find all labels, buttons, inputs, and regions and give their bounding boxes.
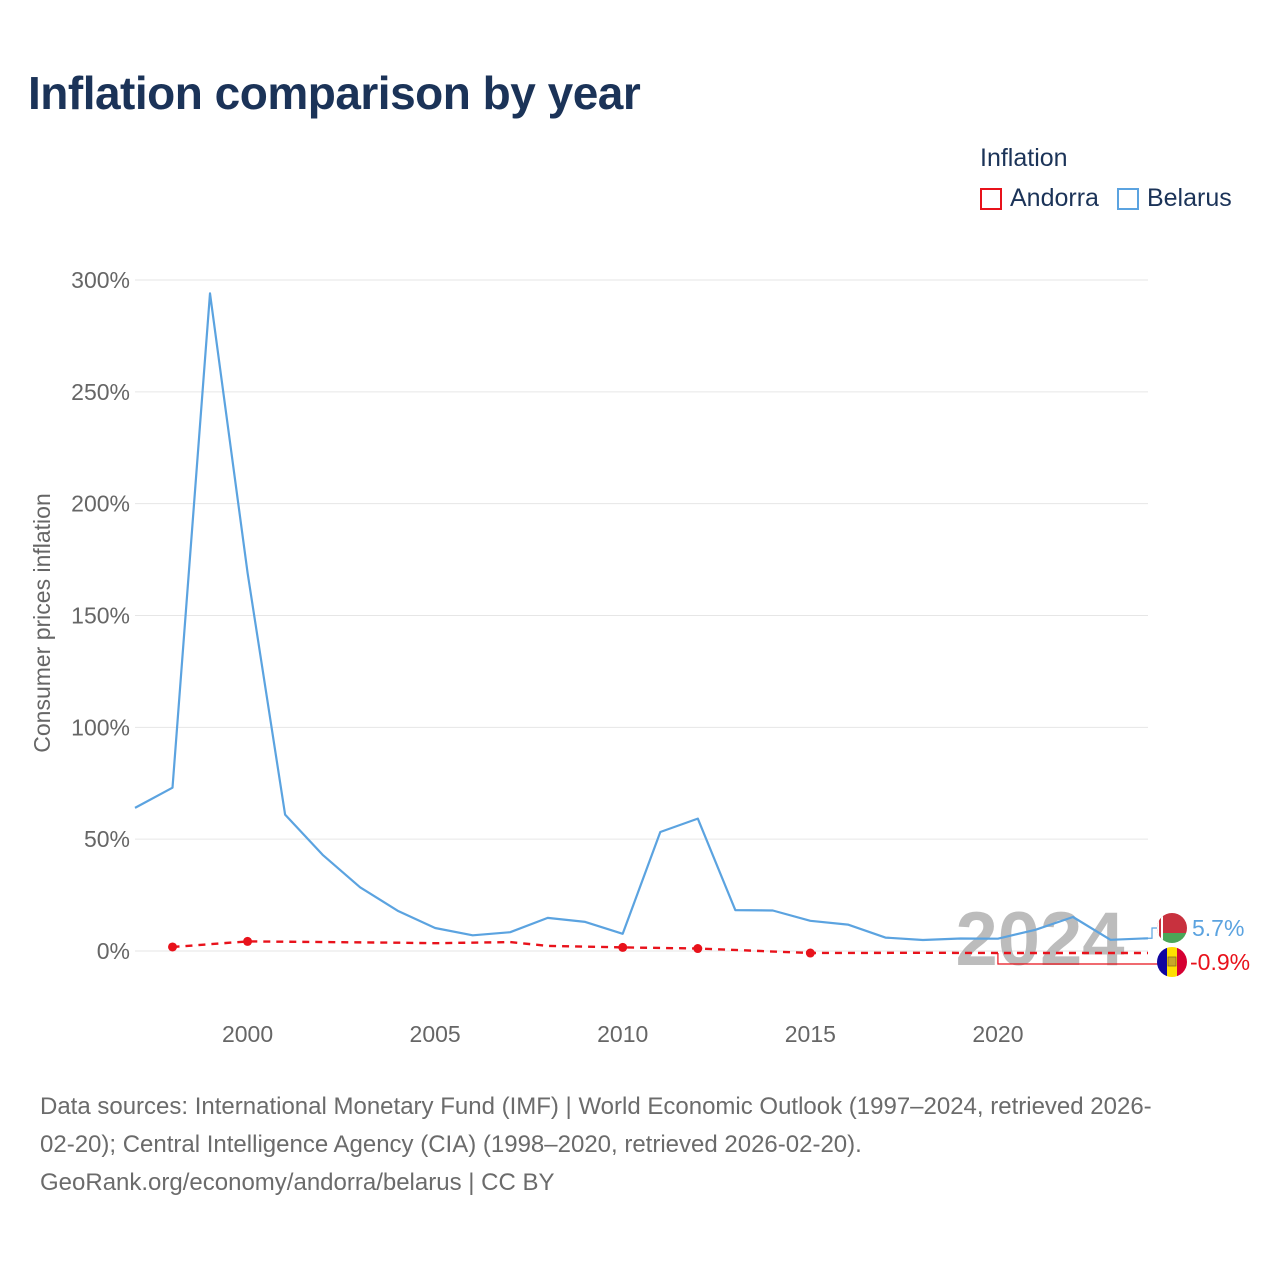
andorra-end-value: -0.9% bbox=[1190, 949, 1250, 975]
belarus-flag-icon bbox=[1157, 913, 1187, 943]
y-tick-label: 200% bbox=[71, 491, 130, 517]
series-line-andorra bbox=[172, 940, 1148, 955]
data-point-andorra bbox=[618, 942, 628, 952]
y-tick-label: 50% bbox=[84, 826, 130, 852]
y-tick-label: 150% bbox=[71, 603, 130, 629]
legend-item-andorra[interactable]: Andorra bbox=[980, 184, 1099, 213]
x-tick-label: 2010 bbox=[597, 1021, 648, 1047]
y-tick-label: 100% bbox=[71, 714, 130, 740]
legend-swatch-andorra bbox=[980, 187, 1002, 210]
footer-source-line-2: 02-20); Central Intelligence Agency (CIA… bbox=[40, 1131, 862, 1158]
belarus-label-connector bbox=[1148, 927, 1160, 939]
legend-label-andorra: Andorra bbox=[1010, 184, 1099, 212]
data-point-andorra bbox=[693, 944, 703, 954]
series-lines bbox=[134, 292, 1149, 958]
x-tick-label: 2000 bbox=[222, 1021, 273, 1047]
andorra-flag-icon bbox=[1157, 947, 1187, 977]
end-labels: 5.7% -0.9% bbox=[997, 913, 1250, 977]
y-tick-labels: 0% 50% 100% 150% 200% 250% 300% bbox=[71, 267, 130, 964]
x-tick-labels: 2000 2005 2010 2015 2020 bbox=[222, 1021, 1024, 1047]
legend-label-belarus: Belarus bbox=[1146, 184, 1232, 212]
legend-item-belarus[interactable]: Belarus bbox=[1116, 184, 1232, 213]
y-axis-label: Consumer prices inflation bbox=[29, 493, 55, 753]
legend-swatch-belarus bbox=[1116, 187, 1139, 210]
chart-title: Inflation comparison by year bbox=[28, 67, 641, 119]
data-point-andorra bbox=[243, 936, 253, 946]
grid-lines bbox=[135, 279, 1148, 952]
x-tick-label: 2020 bbox=[972, 1021, 1023, 1047]
y-tick-label: 300% bbox=[71, 267, 130, 293]
legend: Andorra Belarus bbox=[980, 184, 1232, 213]
footer-source-line-1: Data sources: International Monetary Fun… bbox=[40, 1093, 1152, 1120]
data-point-andorra bbox=[168, 942, 178, 952]
legend-title: Inflation bbox=[980, 144, 1068, 172]
footer: Data sources: International Monetary Fun… bbox=[40, 1088, 1250, 1202]
x-tick-label: 2015 bbox=[785, 1021, 836, 1047]
data-point-andorra bbox=[805, 948, 815, 958]
series-line-belarus bbox=[134, 292, 1149, 942]
footer-attribution[interactable]: GeoRank.org/economy/andorra/belarus | CC… bbox=[40, 1169, 555, 1196]
x-tick-label: 2005 bbox=[410, 1021, 461, 1047]
line-chart: 0%50%100%150%200%250%300% 2000 2005 2010 20… bbox=[29, 267, 1250, 1047]
y-tick-label: 250% bbox=[71, 379, 130, 405]
y-tick-label: 0% bbox=[97, 938, 130, 964]
belarus-end-value: 5.7% bbox=[1192, 915, 1244, 941]
